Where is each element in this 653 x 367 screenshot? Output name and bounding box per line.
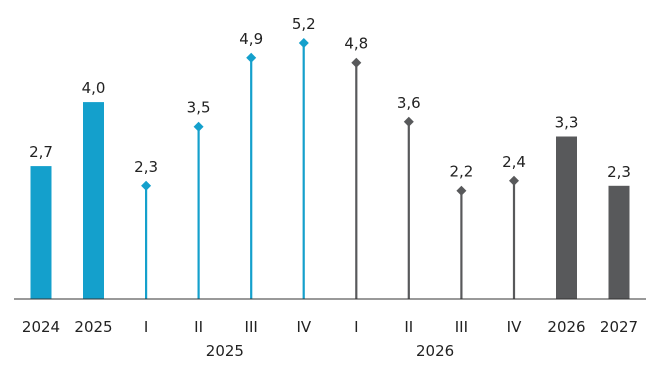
- value-label-10: 3,3: [555, 114, 579, 132]
- lollipop-stem-8: [460, 190, 463, 299]
- bar-10: [556, 136, 577, 299]
- lollipop-marker-3: [193, 121, 204, 132]
- x-tick-label-0: 2024: [22, 318, 60, 336]
- value-label-8: 2,2: [449, 163, 473, 181]
- lollipop-stem-6: [355, 62, 358, 300]
- lollipop-marker-2: [141, 180, 152, 191]
- x-tick-label-2: I: [144, 318, 148, 336]
- lollipop-marker-5: [298, 38, 309, 48]
- lollipop-stem-2: [145, 185, 148, 299]
- value-label-0: 2,7: [29, 143, 53, 161]
- value-label-11: 2,3: [607, 163, 631, 181]
- lollipop-stem-4: [250, 57, 253, 299]
- value-label-3: 3,5: [187, 99, 211, 117]
- x-tick-label-11: 2027: [600, 318, 638, 336]
- x-tick-label-10: 2026: [547, 318, 585, 336]
- x-tick-label-7: II: [404, 318, 413, 336]
- x-tick-label-3: II: [194, 318, 203, 336]
- lollipop-marker-4: [246, 52, 257, 63]
- x-group-label-0: 2025: [206, 342, 244, 360]
- lollipop-marker-7: [403, 116, 414, 127]
- bar-0: [30, 166, 52, 299]
- x-group-label-1: 2026: [416, 342, 454, 360]
- bar-11: [608, 185, 630, 299]
- value-label-1: 4,0: [82, 79, 106, 97]
- bar-1: [83, 102, 104, 299]
- x-tick-label-4: III: [245, 318, 258, 336]
- value-label-9: 2,4: [502, 153, 526, 171]
- lollipop-marker-9: [509, 175, 519, 186]
- x-tick-label-8: III: [455, 318, 468, 336]
- lollipop-stem-7: [407, 121, 410, 299]
- value-label-6: 4,8: [344, 35, 368, 53]
- lollipop-marker-8: [456, 185, 467, 196]
- x-tick-label-6: I: [354, 318, 358, 336]
- lollipop-stem-9: [512, 180, 516, 299]
- x-tick-label-5: IV: [296, 318, 311, 336]
- value-label-2: 2,3: [134, 158, 158, 176]
- lollipop-marker-6: [351, 57, 362, 68]
- x-tick-label-9: IV: [507, 318, 522, 336]
- x-tick-label-1: 2025: [74, 318, 112, 336]
- value-label-7: 3,6: [397, 94, 421, 112]
- lollipop-stem-3: [197, 126, 200, 299]
- value-label-5: 5,2: [292, 15, 316, 33]
- value-label-4: 4,9: [239, 30, 263, 48]
- lollipop-stem-5: [302, 43, 305, 299]
